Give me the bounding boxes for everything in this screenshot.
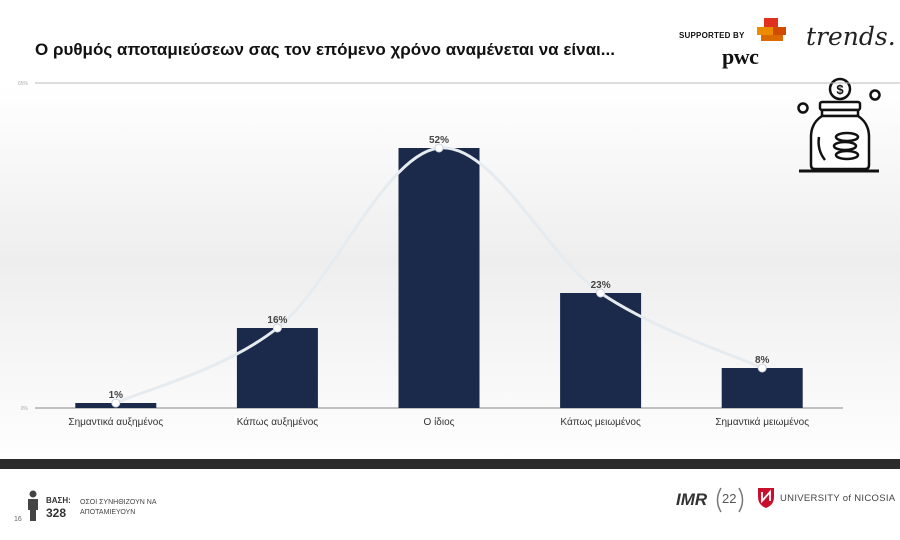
university-logo-icon [758,488,774,508]
trends-logo: trends. [806,22,896,51]
x-tick-label: Ο ίδιος [424,416,455,428]
base-label: ΒΑΣΗ: [46,496,71,505]
university-name: UNIVERSITY of NICOSIA [780,493,896,504]
trend-point [596,288,606,298]
trend-point [434,143,444,153]
base-description: ΟΣΟΙ ΣΥΝΗΘΙΖΟΥΝ ΝΑ ΑΠΟΤΑΜΙΕΥΟΥΝ [80,499,157,516]
supported-by-label: SUPPORTED BY [679,31,745,40]
chart-title: Ο ρυθμός αποταμιεύσεων σας τον επόμενο χ… [35,40,615,59]
pwc-logo-icon [757,18,786,41]
laurel-icon [716,487,744,513]
bar [721,368,803,408]
person-icon [28,490,38,521]
trend-point [757,363,767,373]
data-label: 8% [755,355,770,366]
data-label: 23% [591,280,611,291]
anniversary-number: 22 [722,491,737,506]
bar [398,148,480,408]
data-label: 1% [109,390,124,401]
trend-point [272,323,282,333]
trend-point [111,398,121,408]
page-number: 16 [14,516,22,523]
svg-text:$: $ [836,82,844,97]
x-tick-label: Κάπως μειωμένος [560,416,641,428]
x-tick-label: Σημαντικά μειωμένος [715,416,809,428]
pwc-logo: pwc [722,44,759,69]
y-tick-label: 65% [18,81,29,87]
savings-jar-icon: $ [797,77,881,173]
x-tick-label: Κάπως αυξημένος [237,416,319,428]
data-label: 52% [429,135,449,146]
data-label: 16% [267,315,287,326]
base-value: 328 [46,506,67,520]
bar [236,328,318,408]
bar [560,293,642,408]
y-tick-label: 0% [21,406,29,412]
imr-logo: IMR [676,490,708,509]
x-tick-label: Σημαντικά αυξημένος [68,416,163,428]
footer-band [0,459,900,469]
